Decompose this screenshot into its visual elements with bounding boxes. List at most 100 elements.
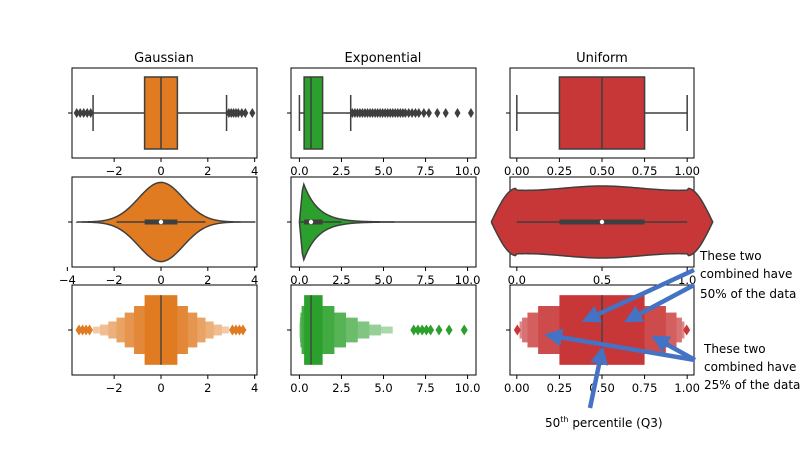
- boxen-outlier-exponential: [460, 324, 468, 336]
- boxen-outlier-gaussian: [232, 324, 240, 336]
- xtick-label-gaussian-row3: 0: [157, 381, 164, 395]
- boxen-outlier-gaussian: [228, 324, 236, 336]
- boxen-outlier-gaussian: [82, 324, 90, 336]
- boxen-outlier-gaussian: [235, 324, 243, 336]
- xtick-label-gaussian-row2: −4: [59, 273, 76, 287]
- annotations-layer: These two combined have 50% of the data …: [544, 249, 800, 430]
- xtick-label-exponential-row2: 5.0: [374, 273, 392, 287]
- annot-median-text: 50th percentile (Q3): [545, 415, 663, 430]
- xtick-label-uniform-row3: 1.00: [674, 381, 700, 395]
- xtick-label-uniform-row3: 0.25: [547, 381, 573, 395]
- annot-median-rest: percentile (Q3): [569, 416, 663, 430]
- violin-exponential: [298, 181, 476, 263]
- xtick-label-exponential-row3: 0.0: [290, 381, 308, 395]
- boxen-outlier-uniform: [513, 324, 521, 336]
- xtick-label-exponential-row1: 0.0: [290, 164, 308, 178]
- xtick-label-gaussian-row2: 2: [204, 273, 211, 287]
- xtick-label-uniform-row1: 1.00: [674, 164, 700, 178]
- annot-25-line2: combined have: [704, 360, 796, 374]
- annot-25-line1: These two: [703, 342, 766, 356]
- annot-50-line1: These two: [699, 249, 762, 263]
- boxen-outlier-exponential: [445, 324, 453, 336]
- boxen-outlier-exponential: [414, 324, 422, 336]
- outlier-gaussian: [77, 108, 84, 118]
- xtick-label-exponential-row3: 2.5: [332, 381, 350, 395]
- outlier-gaussian: [80, 108, 87, 118]
- outlier-gaussian: [235, 108, 242, 118]
- violin-median-uniform: [599, 219, 605, 225]
- boxen-outlier-exponential: [427, 324, 435, 336]
- annot-25-line3: 25% of the data: [704, 378, 800, 392]
- title-exponential: Exponential: [345, 51, 422, 66]
- xtick-label-gaussian-row2: −2: [106, 273, 123, 287]
- xtick-label-exponential-row2: 10.0: [455, 273, 481, 287]
- outlier-exponential: [425, 108, 432, 118]
- outlier-exponential: [412, 108, 419, 118]
- arrow-50-right: [624, 283, 696, 323]
- outlier-exponential: [442, 108, 449, 118]
- outlier-gaussian: [238, 108, 245, 118]
- boxen-outlier-exponential: [410, 324, 418, 336]
- boxen-level-exponential: [304, 295, 323, 365]
- outlier-exponential: [467, 108, 474, 118]
- outlier-gaussian: [242, 108, 249, 118]
- outlier-exponential: [454, 108, 461, 118]
- title-uniform: Uniform: [576, 51, 628, 66]
- xtick-label-uniform-row2: 0.5: [593, 273, 611, 287]
- xtick-label-gaussian-row1: −2: [106, 164, 123, 178]
- arrow-25-left: [544, 328, 696, 363]
- outlier-gaussian: [84, 108, 91, 118]
- boxen-outlier-exponential: [418, 324, 426, 336]
- outlier-exponential: [420, 108, 427, 118]
- annot-median-num: 50: [545, 416, 560, 430]
- boxen-outlier-gaussian: [79, 324, 87, 336]
- xtick-label-gaussian-row1: 4: [251, 164, 258, 178]
- xtick-label-exponential-row1: 10.0: [455, 164, 481, 178]
- violin-median-gaussian: [158, 219, 164, 225]
- xtick-label-exponential-row3: 10.0: [455, 381, 481, 395]
- boxen-outlier-exponential: [435, 324, 443, 336]
- xtick-label-uniform-row1: 0.25: [547, 164, 573, 178]
- xtick-label-exponential-row3: 5.0: [374, 381, 392, 395]
- xtick-label-uniform-row1: 0.50: [589, 164, 615, 178]
- outlier-gaussian: [249, 108, 256, 118]
- xtick-label-gaussian-row2: 0: [157, 273, 164, 287]
- xtick-label-gaussian-row3: 2: [204, 381, 211, 395]
- violin-median-exponential: [308, 219, 314, 225]
- xtick-label-uniform-row3: 0.00: [504, 381, 530, 395]
- xtick-label-gaussian-row1: 0: [157, 164, 164, 178]
- xtick-label-exponential-row3: 7.5: [416, 381, 434, 395]
- arrow-median: [587, 346, 608, 409]
- xtick-label-uniform-row3: 0.75: [632, 381, 658, 395]
- arrow-50-left: [581, 267, 695, 323]
- plots-layer: [73, 76, 714, 365]
- xtick-label-uniform-row1: 0.75: [632, 164, 658, 178]
- boxen-outlier-gaussian: [75, 324, 83, 336]
- xtick-label-gaussian-row2: 4: [251, 273, 258, 287]
- outlier-gaussian: [87, 108, 94, 118]
- violin-iqr-exponential: [304, 219, 323, 225]
- xtick-label-exponential-row2: 7.5: [416, 273, 434, 287]
- xtick-label-exponential-row2: 0.0: [290, 273, 308, 287]
- xtick-label-uniform-row2: 0.0: [508, 273, 526, 287]
- xtick-label-exponential-row1: 2.5: [332, 164, 350, 178]
- xtick-label-gaussian-row3: 4: [251, 381, 258, 395]
- outlier-exponential: [402, 108, 409, 118]
- boxen-outlier-uniform: [683, 324, 691, 336]
- boxen-outlier-exponential: [422, 324, 430, 336]
- xtick-label-uniform-row1: 0.00: [504, 164, 530, 178]
- outlier-exponential: [409, 108, 416, 118]
- title-gaussian: Gaussian: [134, 51, 194, 66]
- annot-50-line2: combined have: [700, 267, 792, 281]
- xtick-label-gaussian-row1: 2: [204, 164, 211, 178]
- annot-50-line3: 50% of the data: [700, 287, 796, 301]
- xtick-label-exponential-row1: 5.0: [374, 164, 392, 178]
- outlier-exponential: [405, 108, 412, 118]
- xtick-label-exponential-row2: 2.5: [332, 273, 350, 287]
- boxen-outlier-gaussian: [239, 324, 247, 336]
- outlier-exponential: [434, 108, 441, 118]
- box-exponential: [303, 76, 324, 150]
- outlier-exponential: [415, 108, 422, 118]
- xtick-label-exponential-row1: 7.5: [416, 164, 434, 178]
